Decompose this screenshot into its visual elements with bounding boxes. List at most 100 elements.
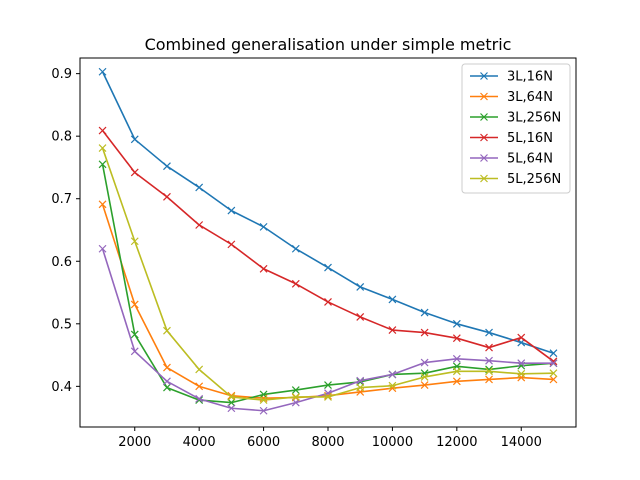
data-point-marker xyxy=(485,343,493,352)
x-tick-label: 4000 xyxy=(183,435,216,450)
legend-marker xyxy=(480,113,488,121)
data-point-marker xyxy=(130,237,139,246)
series-3l-256n xyxy=(98,160,558,407)
data-point-marker xyxy=(130,330,139,339)
data-point-marker xyxy=(259,406,268,415)
data-point-marker xyxy=(195,365,204,374)
data-point-marker xyxy=(420,369,429,378)
legend-entry: 3L,256N xyxy=(470,111,561,126)
data-point-marker xyxy=(227,391,236,400)
data-point-marker xyxy=(549,369,558,378)
x-tick-label: 6000 xyxy=(247,435,280,450)
legend-label: 5L,64N xyxy=(507,152,553,167)
data-point-marker xyxy=(420,358,429,367)
data-point-marker xyxy=(549,349,558,358)
series-5l-256n xyxy=(98,144,558,405)
data-point-marker xyxy=(98,160,107,169)
data-point-marker xyxy=(420,308,429,317)
legend-entry: 5L,16N xyxy=(470,131,553,146)
x-tick-label: 8000 xyxy=(311,435,344,450)
y-tick-label: 0.9 xyxy=(51,67,72,82)
legend-label: 5L,256N xyxy=(507,172,561,187)
data-point-marker xyxy=(388,370,397,379)
data-point-marker xyxy=(227,240,236,249)
data-point-marker xyxy=(549,359,558,368)
plot-area xyxy=(98,67,558,415)
data-point-marker xyxy=(163,162,171,171)
data-point-marker xyxy=(163,326,171,335)
legend-entry: 3L,64N xyxy=(470,90,553,105)
data-point-marker xyxy=(388,295,397,304)
data-point-marker xyxy=(130,168,139,177)
data-point-marker xyxy=(195,183,204,192)
data-point-marker xyxy=(163,383,171,392)
y-tick-label: 0.8 xyxy=(51,130,72,145)
legend-label: 3L,256N xyxy=(507,111,561,126)
data-point-marker xyxy=(452,334,461,343)
x-axis: 2000 4000 6000 8000 10000 12000 14000 xyxy=(118,427,542,450)
chart-title: Combined generalisation under simple met… xyxy=(145,35,512,54)
data-point-marker xyxy=(485,356,493,365)
data-point-marker xyxy=(291,244,300,253)
legend-entry: 3L,16N xyxy=(470,70,553,85)
x-tick-label: 10000 xyxy=(372,435,413,450)
data-point-marker xyxy=(356,313,365,321)
data-point-marker xyxy=(259,396,268,405)
legend-marker xyxy=(480,92,488,101)
data-point-marker xyxy=(195,382,204,391)
y-tick-label: 0.5 xyxy=(51,317,72,332)
data-point-marker xyxy=(291,386,300,395)
data-point-marker xyxy=(356,383,365,392)
data-point-marker xyxy=(98,126,107,135)
legend-marker xyxy=(480,72,488,80)
data-point-marker xyxy=(259,222,268,231)
legend-entry: 5L,256N xyxy=(470,172,561,187)
data-point-marker xyxy=(227,404,236,413)
legend-marker xyxy=(480,154,488,162)
data-point-marker xyxy=(163,192,171,201)
data-point-marker xyxy=(485,328,493,337)
data-point-marker xyxy=(130,347,139,356)
data-point-marker xyxy=(485,375,493,384)
legend-marker xyxy=(480,133,488,142)
data-point-marker xyxy=(420,381,429,390)
data-point-marker xyxy=(420,373,429,381)
y-tick-label: 0.7 xyxy=(51,192,72,207)
data-point-marker xyxy=(517,333,526,342)
y-tick-label: 0.6 xyxy=(51,255,72,270)
data-point-marker xyxy=(452,377,461,386)
data-point-marker xyxy=(291,393,300,401)
data-point-marker xyxy=(452,367,461,376)
data-point-marker xyxy=(259,264,268,273)
data-point-marker xyxy=(195,394,204,403)
data-point-marker xyxy=(356,282,365,291)
data-point-marker xyxy=(130,300,139,309)
data-point-marker xyxy=(517,373,526,382)
y-tick-label: 0.4 xyxy=(51,380,72,395)
legend-label: 3L,64N xyxy=(507,90,553,105)
data-point-marker xyxy=(485,367,493,376)
data-point-marker xyxy=(452,354,461,363)
data-point-marker xyxy=(163,377,171,386)
data-point-marker xyxy=(420,328,429,337)
data-point-marker xyxy=(356,376,365,385)
data-point-marker xyxy=(388,381,397,390)
data-point-marker xyxy=(98,200,107,209)
legend-label: 5L,16N xyxy=(507,131,553,146)
data-point-marker xyxy=(517,359,526,368)
data-point-marker xyxy=(517,369,526,378)
data-point-marker xyxy=(549,375,558,384)
data-point-marker xyxy=(227,206,236,215)
data-point-marker xyxy=(291,398,300,407)
data-point-marker xyxy=(227,398,236,407)
data-point-marker xyxy=(259,390,268,399)
data-point-marker xyxy=(324,297,332,306)
legend-label: 3L,16N xyxy=(507,70,553,85)
x-tick-label: 12000 xyxy=(436,435,477,450)
x-tick-label: 2000 xyxy=(118,435,151,450)
data-point-marker xyxy=(388,326,397,334)
data-point-marker xyxy=(130,135,139,144)
data-point-marker xyxy=(324,381,332,390)
series-5l-64n xyxy=(98,244,558,415)
